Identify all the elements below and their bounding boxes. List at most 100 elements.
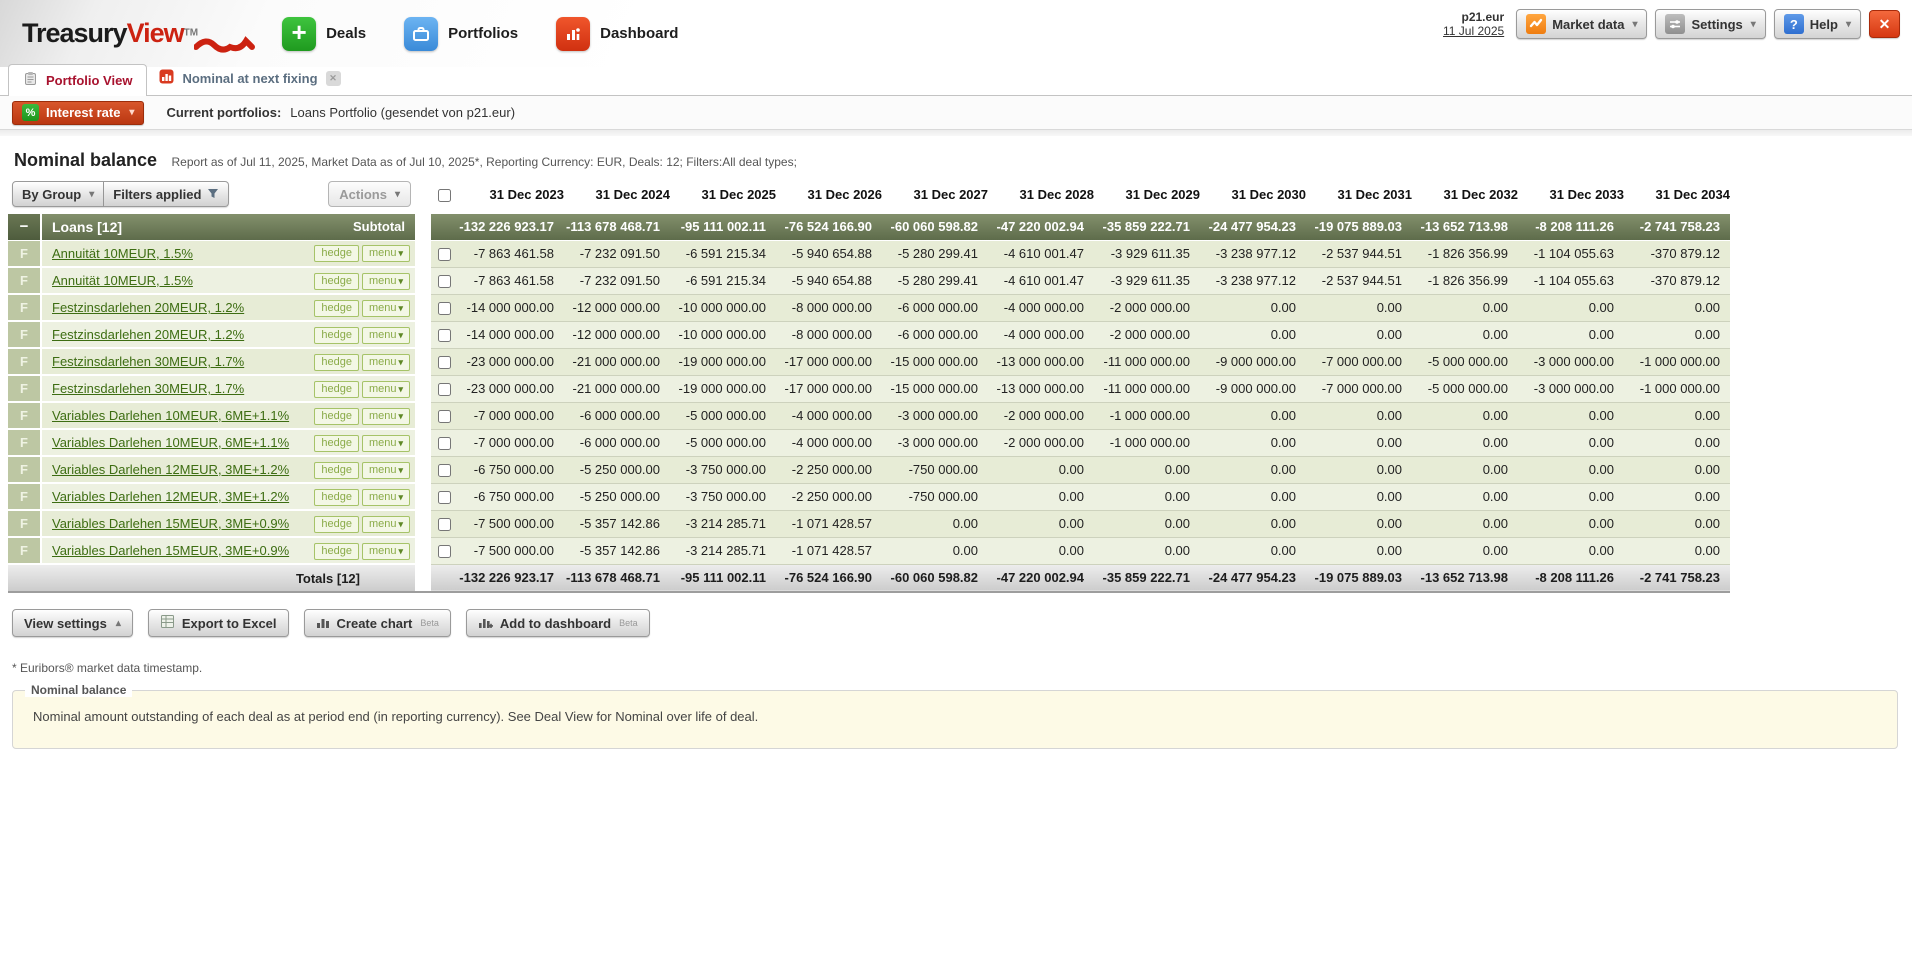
menu-button[interactable]: menu ▾	[361, 434, 410, 452]
deal-value-cell: -3 750 000.00	[670, 456, 776, 484]
menu-button[interactable]: menu ▾	[361, 272, 410, 290]
logo-trademark: TM	[183, 27, 199, 39]
deal-value-cell: -23 000 000.00	[458, 348, 564, 376]
tab-portfolio-view[interactable]: Portfolio View	[8, 64, 148, 96]
menu-button[interactable]: menu ▾	[361, 245, 410, 263]
hedge-button[interactable]: hedge	[314, 515, 359, 533]
tab-close-icon[interactable]: ✕	[325, 70, 341, 86]
deal-name-link[interactable]: Annuität 10MEUR, 1.5%	[52, 273, 193, 288]
create-chart-button[interactable]: Create chart Beta	[303, 609, 451, 637]
row-divider	[415, 429, 431, 456]
menu-button[interactable]: menu ▾	[361, 461, 410, 479]
menu-button[interactable]: menu ▾	[361, 353, 410, 371]
deal-buttons-cell: hedge menu ▾	[303, 429, 415, 457]
deal-value-cell: 0.00	[1412, 294, 1518, 322]
view-settings-button[interactable]: View settings ▴	[12, 609, 133, 637]
collapse-group-button[interactable]: −	[19, 218, 29, 236]
select-all-checkbox[interactable]	[438, 188, 451, 202]
deal-name-link[interactable]: Annuität 10MEUR, 1.5%	[52, 245, 193, 261]
deal-checkbox-cell	[431, 429, 458, 457]
deal-checkbox[interactable]	[438, 302, 451, 316]
chevron-down-icon: ▾	[398, 383, 403, 394]
deal-value-cell: 0.00	[1306, 429, 1412, 457]
deal-type-badge: F	[8, 294, 42, 322]
deal-checkbox[interactable]	[438, 248, 451, 262]
deal-row: F Festzinsdarlehen 30MEUR, 1.7% hedge menu ▾…	[8, 375, 1730, 403]
totals-value: -76 524 166.90	[776, 563, 882, 593]
settings-button[interactable]: Settings ▾	[1655, 9, 1766, 39]
deal-row: F Variables Darlehen 15MEUR, 3ME+0.9% hedg…	[8, 510, 1730, 538]
by-group-button[interactable]: By Group ▾	[12, 181, 105, 207]
table-controls-row: By Group ▾ Filters applied Actions ▾ 31 …	[8, 181, 1730, 214]
hedge-button[interactable]: hedge	[314, 272, 359, 290]
deal-type-badge: F	[8, 348, 42, 376]
deal-checkbox[interactable]	[438, 518, 451, 532]
deal-value-cell: 0.00	[988, 483, 1094, 511]
nav-deals[interactable]: + Deals	[282, 16, 366, 51]
deal-name-link[interactable]: Variables Darlehen 15MEUR, 3ME+0.9%	[52, 516, 290, 531]
hedge-button[interactable]: hedge	[314, 380, 359, 398]
deal-type-badge: F	[8, 483, 42, 511]
deal-name-link[interactable]: Variables Darlehen 10MEUR, 6ME+1.1%	[52, 408, 290, 423]
hedge-button[interactable]: hedge	[314, 407, 359, 425]
deal-checkbox-cell	[431, 456, 458, 484]
hedge-button[interactable]: hedge	[314, 434, 359, 452]
totals-value: -13 652 713.98	[1412, 563, 1518, 593]
hedge-button[interactable]: hedge	[314, 461, 359, 479]
actions-button[interactable]: Actions ▾	[328, 181, 411, 207]
nav-portfolios[interactable]: Portfolios	[404, 16, 518, 51]
market-data-button[interactable]: Market data ▾	[1516, 9, 1648, 39]
column-header-6: 31 Dec 2028	[988, 181, 1094, 214]
deal-checkbox[interactable]	[438, 329, 451, 343]
deal-name-link[interactable]: Variables Darlehen 12MEUR, 3ME+1.2%	[52, 462, 290, 477]
deal-checkbox[interactable]	[438, 437, 451, 451]
market-data-date-link[interactable]: 11 Jul 2025	[1443, 24, 1505, 38]
deal-checkbox[interactable]	[438, 383, 451, 397]
menu-button[interactable]: menu ▾	[361, 407, 410, 425]
hedge-button[interactable]: hedge	[314, 299, 359, 317]
deal-type-badge: F	[8, 537, 42, 565]
group-subtotal-value: -47 220 002.94	[988, 214, 1094, 241]
hedge-button[interactable]: hedge	[314, 326, 359, 344]
help-button[interactable]: ? Help ▾	[1773, 9, 1861, 39]
menu-button[interactable]: menu ▾	[361, 326, 410, 344]
menu-button[interactable]: menu ▾	[361, 380, 410, 398]
interest-rate-button[interactable]: % Interest rate ▾	[12, 100, 145, 125]
deal-name-link[interactable]: Variables Darlehen 15MEUR, 3ME+0.9%	[52, 543, 290, 558]
deal-checkbox[interactable]	[438, 464, 451, 478]
interest-rate-label: Interest rate	[46, 105, 121, 120]
menu-button[interactable]: menu ▾	[361, 515, 410, 533]
close-icon[interactable]: ✕	[1869, 10, 1900, 38]
totals-value: -19 075 889.03	[1306, 563, 1412, 593]
deal-value-cell: -6 000 000.00	[882, 294, 988, 322]
export-to-excel-button[interactable]: Export to Excel	[147, 609, 289, 637]
filters-applied-button[interactable]: Filters applied	[104, 181, 230, 207]
deal-checkbox[interactable]	[438, 545, 451, 559]
deal-name-link[interactable]: Variables Darlehen 12MEUR, 3ME+1.2%	[52, 489, 290, 504]
hedge-button[interactable]: hedge	[314, 245, 359, 263]
deal-value-cell: 0.00	[1200, 294, 1306, 322]
deal-checkbox[interactable]	[438, 356, 451, 370]
tab-nominal-at-next-fixing[interactable]: Nominal at next fixing ✕	[147, 63, 352, 95]
deal-name-link[interactable]: Festzinsdarlehen 30MEUR, 1.7%	[52, 354, 245, 369]
hedge-button[interactable]: hedge	[314, 488, 359, 506]
menu-button[interactable]: menu ▾	[361, 542, 410, 560]
deal-name-link[interactable]: Festzinsdarlehen 30MEUR, 1.7%	[52, 381, 245, 396]
deal-value-cell: 0.00	[1624, 510, 1730, 538]
deal-checkbox[interactable]	[438, 275, 451, 289]
menu-button[interactable]: menu ▾	[361, 488, 410, 506]
deal-checkbox[interactable]	[438, 491, 451, 505]
hedge-button[interactable]: hedge	[314, 542, 359, 560]
nav-dashboard[interactable]: Dashboard	[556, 16, 678, 51]
deal-name-link[interactable]: Variables Darlehen 10MEUR, 6ME+1.1%	[52, 435, 290, 450]
menu-button[interactable]: menu ▾	[361, 299, 410, 317]
deal-value-cell: -5 000 000.00	[1412, 348, 1518, 376]
deal-name-link[interactable]: Festzinsdarlehen 20MEUR, 1.2%	[52, 327, 245, 342]
deal-name-link[interactable]: Festzinsdarlehen 20MEUR, 1.2%	[52, 300, 245, 315]
add-to-dashboard-button[interactable]: Add to dashboard Beta	[465, 609, 650, 637]
totals-value: -95 111 002.11	[670, 563, 776, 593]
deal-value-cell: 0.00	[1412, 402, 1518, 430]
hedge-button[interactable]: hedge	[314, 353, 359, 371]
deal-checkbox[interactable]	[438, 410, 451, 424]
current-portfolios-label: Current portfolios:	[166, 105, 282, 120]
